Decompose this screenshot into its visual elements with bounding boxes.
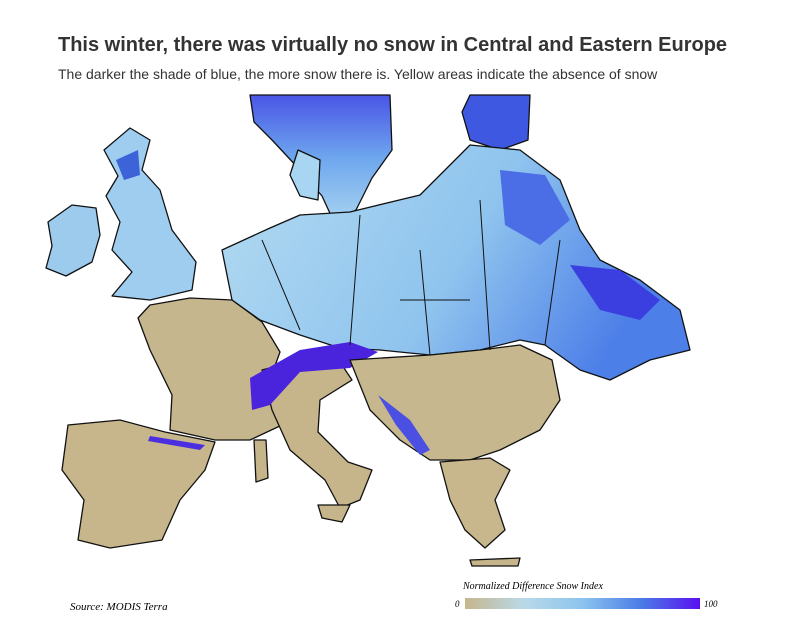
great-britain <box>103 127 197 301</box>
balkans <box>349 344 561 461</box>
legend-min: 0 <box>455 599 460 609</box>
highlands <box>116 150 140 180</box>
sardinia <box>253 439 269 483</box>
east-snow <box>570 265 660 320</box>
land <box>45 94 691 567</box>
sicily <box>317 504 351 523</box>
france <box>137 297 283 441</box>
greece <box>439 457 511 549</box>
scandinavia <box>249 94 393 223</box>
dinaric-snow <box>378 395 430 455</box>
finland <box>461 94 531 151</box>
legend-title: Normalized Difference Snow Index <box>462 581 603 592</box>
source: Source: MODIS Terra <box>70 601 168 613</box>
denmark <box>289 149 321 201</box>
ireland <box>45 204 101 277</box>
title: This winter, there was virtually no snow… <box>58 34 728 56</box>
pyrenees <box>148 436 205 450</box>
crete <box>469 557 521 567</box>
baltic-snow <box>500 170 570 245</box>
iberia <box>61 419 216 549</box>
borders <box>261 199 561 356</box>
legend-max: 100 <box>704 599 718 609</box>
subtitle: The darker the shade of blue, the more s… <box>58 66 658 82</box>
legend-colorbar <box>465 598 700 609</box>
alps <box>250 342 378 410</box>
